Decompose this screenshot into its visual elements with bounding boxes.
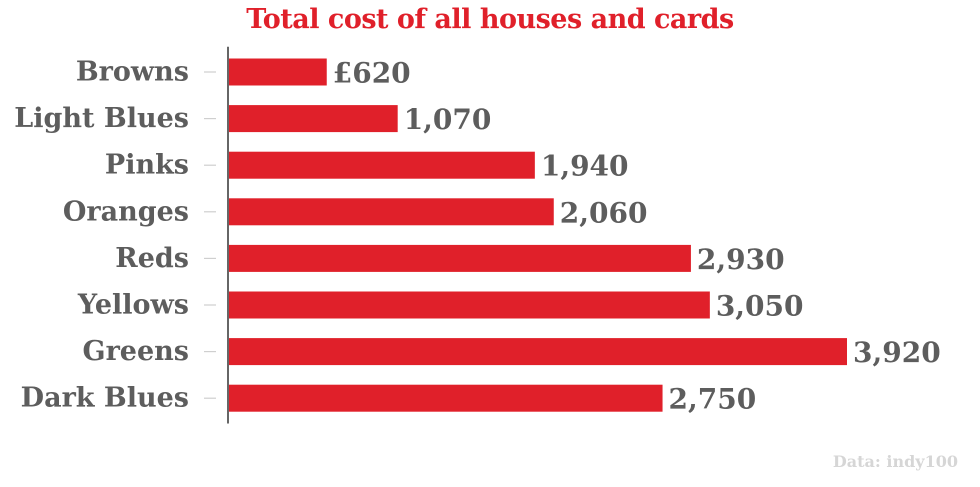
chart-title: Total cost of all houses and cards xyxy=(246,4,734,35)
category-label: Reds xyxy=(115,243,189,274)
category-label: Pinks xyxy=(105,150,189,181)
bar xyxy=(229,291,710,319)
category-label: Yellows xyxy=(77,290,189,321)
value-label: 2,060 xyxy=(560,196,648,229)
bar xyxy=(229,151,535,179)
category-label: Dark Blues xyxy=(21,383,189,414)
value-label: 1,070 xyxy=(404,103,492,136)
value-label: 2,930 xyxy=(697,243,785,276)
category-label: Browns xyxy=(76,57,189,88)
axis-layer: Browns Light Blues Pinks Oranges Reds Yellows… xyxy=(14,46,229,424)
value-label: 2,750 xyxy=(669,383,757,416)
value-label: 1,940 xyxy=(541,150,629,183)
bar xyxy=(229,58,327,86)
category-label: Oranges xyxy=(63,196,189,227)
category-label: Greens xyxy=(83,336,189,367)
category-label: Light Blues xyxy=(14,103,189,134)
value-label: 3,050 xyxy=(716,290,804,323)
bar xyxy=(229,198,554,226)
bar xyxy=(229,384,663,412)
bar xyxy=(229,105,398,133)
source-note: Data: indy100 xyxy=(832,452,958,471)
bars-layer: £620 1,070 1,940 2,060 2,930 3,050 3,920 2,750 xyxy=(229,57,941,416)
bar xyxy=(229,338,847,366)
bar xyxy=(229,244,691,272)
value-label: 3,920 xyxy=(853,336,941,369)
value-label: £620 xyxy=(333,57,411,90)
